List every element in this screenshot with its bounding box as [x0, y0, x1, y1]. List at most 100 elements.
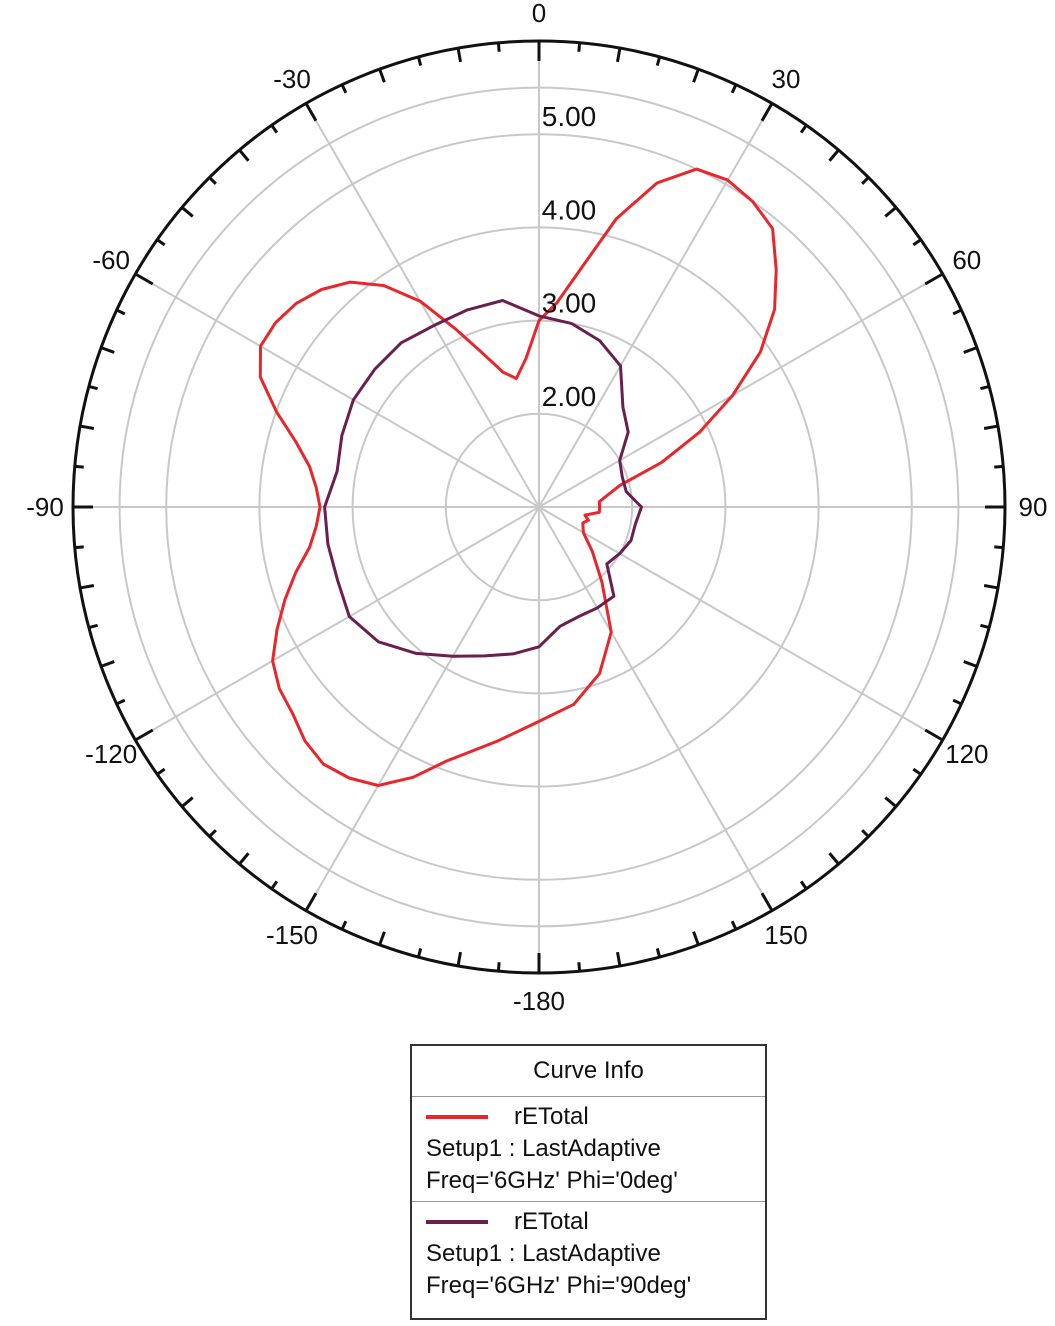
- tick-mark: [378, 68, 386, 83]
- grid-spoke: [134, 506, 540, 741]
- legend-entry-name: rETotal: [514, 1208, 589, 1235]
- tick-mark: [88, 623, 98, 630]
- tick-mark: [496, 42, 501, 52]
- grid-spoke: [538, 506, 944, 741]
- tick-mark: [692, 68, 700, 83]
- radial-tick-labels: 2.00 3.00 4.00 5.00: [542, 101, 597, 412]
- series-line-1: [323, 299, 643, 658]
- tick-mark: [456, 951, 462, 967]
- legend-entry-params: Freq='6GHz' Phi='0deg': [426, 1167, 678, 1194]
- tick-mark: [156, 238, 166, 247]
- tick-mark: [88, 384, 98, 391]
- angle-tick-label: 0: [532, 0, 546, 28]
- tick-mark: [799, 124, 808, 134]
- tick-mark: [655, 56, 662, 66]
- grid-spoke: [538, 102, 773, 508]
- legend-entry-params: Freq='6GHz' Phi='90deg': [426, 1272, 692, 1299]
- tick-mark: [340, 920, 348, 930]
- tick-mark: [208, 176, 217, 185]
- tick-mark: [456, 47, 462, 63]
- legend-entry-setup: Setup1 : LastAdaptive: [426, 1135, 661, 1162]
- tick-mark: [134, 272, 154, 286]
- tick-mark: [924, 272, 944, 286]
- tick-mark: [616, 47, 622, 63]
- tick-mark: [980, 623, 990, 630]
- tick-mark: [861, 829, 870, 838]
- grid-spoke: [134, 273, 540, 508]
- tick-mark: [730, 84, 738, 94]
- tick-mark: [861, 176, 870, 185]
- legend-entry-phi-0: rETotal Setup1 : LastAdaptive Freq='6GHz…: [412, 1097, 765, 1201]
- tick-mark: [692, 931, 700, 946]
- tick-mark: [655, 948, 662, 958]
- tick-mark: [79, 424, 95, 430]
- angle-tick-label: 90: [1019, 492, 1048, 522]
- radial-tick-label: 4.00: [542, 194, 597, 225]
- legend-entry-name: rETotal: [514, 1103, 589, 1130]
- tick-mark: [760, 102, 774, 122]
- tick-mark: [238, 852, 250, 865]
- legend-entry-phi-90: rETotal Setup1 : LastAdaptive Freq='6GHz…: [412, 1201, 765, 1306]
- radial-tick-label: 3.00: [542, 288, 597, 319]
- tick-mark: [952, 698, 962, 706]
- tick-mark: [208, 829, 217, 838]
- polar-grid: [71, 39, 1007, 975]
- tick-mark: [416, 56, 423, 66]
- angle-tick-label: -180: [513, 986, 565, 1016]
- tick-mark: [828, 852, 840, 865]
- grid-spoke: [305, 102, 540, 508]
- tick-mark: [963, 346, 978, 354]
- polar-chart: 0 30 60 90 120 150 -180 -150 -120 -90 -60 -30 2.00 3…: [26, 0, 1047, 1016]
- tick-mark: [100, 346, 115, 354]
- tick-mark: [496, 962, 501, 972]
- tick-mark: [378, 931, 386, 946]
- tick-mark: [100, 660, 115, 668]
- tick-mark: [181, 796, 194, 808]
- angle-tick-label: -90: [26, 492, 64, 522]
- angle-tick-label: 60: [952, 245, 981, 275]
- tick-mark: [952, 308, 962, 316]
- legend-swatch-purple: [426, 1220, 488, 1224]
- tick-mark: [116, 308, 126, 316]
- tick-mark: [340, 84, 348, 94]
- series-line-0: [258, 167, 778, 787]
- tick-mark: [828, 149, 840, 162]
- legend-entry-setup: Setup1 : LastAdaptive: [426, 1240, 661, 1267]
- tick-mark: [994, 545, 1004, 550]
- tick-mark: [983, 584, 999, 590]
- tick-mark: [980, 384, 990, 391]
- legend: Curve Info rETotal Setup1 : LastAdaptive…: [410, 1044, 767, 1320]
- tick-mark: [577, 42, 582, 52]
- tick-mark: [181, 206, 194, 218]
- tick-mark: [74, 464, 84, 469]
- angle-tick-label: -120: [85, 739, 137, 769]
- tick-mark: [912, 767, 922, 776]
- angle-tick-label: -60: [92, 245, 130, 275]
- tick-mark: [270, 124, 279, 134]
- radial-tick-label: 2.00: [542, 381, 597, 412]
- tick-mark: [74, 545, 84, 550]
- tick-mark: [994, 464, 1004, 469]
- outer-tick-marks: [73, 41, 1005, 973]
- series-curves: [258, 167, 778, 787]
- tick-mark: [760, 892, 774, 912]
- radial-tick-label: 5.00: [542, 101, 597, 132]
- tick-mark: [134, 728, 154, 742]
- legend-swatch-red: [426, 1115, 488, 1119]
- tick-mark: [156, 767, 166, 776]
- angle-tick-label: 120: [945, 739, 988, 769]
- tick-mark: [963, 660, 978, 668]
- tick-mark: [912, 238, 922, 247]
- tick-mark: [616, 951, 622, 967]
- angle-tick-labels: 0 30 60 90 120 150 -180 -150 -120 -90 -60 -30: [26, 0, 1047, 1016]
- tick-mark: [304, 892, 318, 912]
- tick-mark: [416, 948, 423, 958]
- tick-mark: [730, 920, 738, 930]
- tick-mark: [983, 424, 999, 430]
- grid-spoke: [538, 273, 944, 508]
- tick-mark: [270, 880, 279, 890]
- angle-tick-label: -30: [273, 64, 311, 94]
- tick-mark: [238, 149, 250, 162]
- tick-mark: [304, 102, 318, 122]
- angle-tick-label: 30: [772, 64, 801, 94]
